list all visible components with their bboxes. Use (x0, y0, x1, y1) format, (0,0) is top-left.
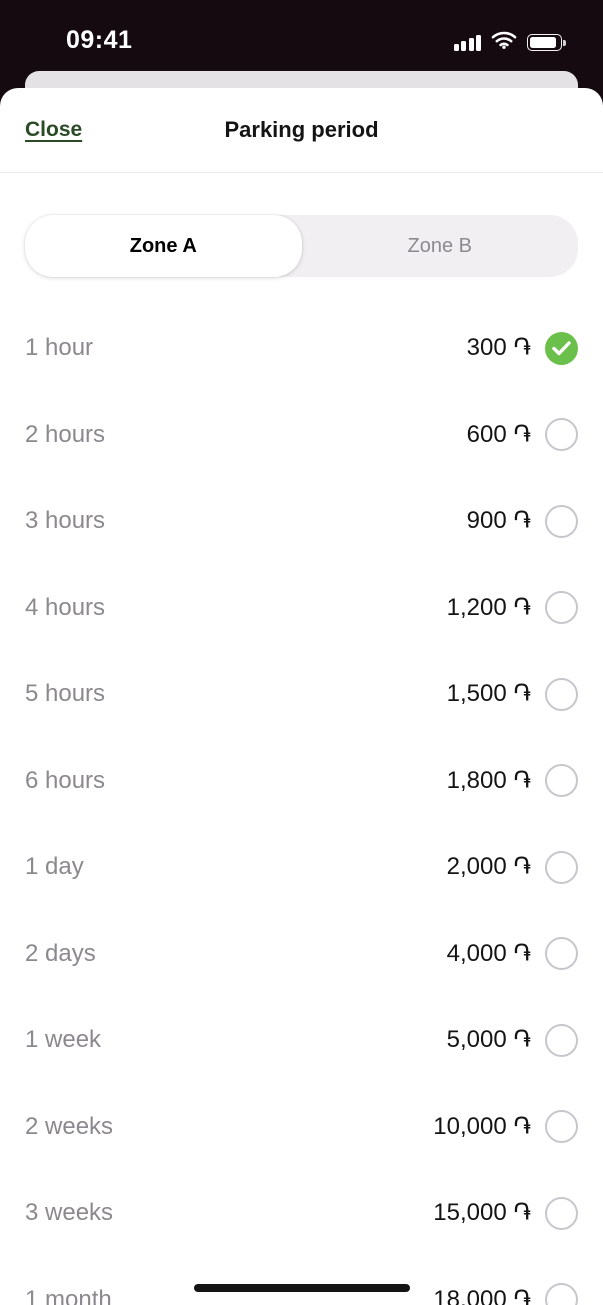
radio-icon[interactable] (545, 764, 578, 798)
period-price: 5,000 ֏ (446, 1026, 531, 1054)
period-price: 1,200 ֏ (446, 593, 531, 621)
period-row[interactable]: 2 days 4,000 ֏ (0, 911, 603, 998)
radio-icon[interactable] (545, 937, 578, 971)
period-row[interactable]: 4 hours 1,200 ֏ (0, 565, 603, 652)
radio-icon[interactable] (545, 1196, 578, 1230)
period-row[interactable]: 1 day 2,000 ֏ (0, 824, 603, 911)
period-row[interactable]: 1 hour 300 ֏ (0, 305, 603, 392)
period-label: 2 weeks (25, 1112, 114, 1140)
period-label: 1 hour (25, 334, 94, 362)
status-bar: 09:41 (0, 0, 603, 88)
period-row[interactable]: 2 hours 600 ֏ (0, 392, 603, 479)
tab-zone-a[interactable]: Zone A (25, 215, 302, 277)
radio-icon[interactable] (545, 677, 578, 711)
period-price: 18,000 ֏ (433, 1285, 531, 1305)
period-label: 3 hours (25, 507, 106, 535)
period-label: 1 month (25, 1285, 112, 1305)
zone-segmented-control: Zone A Zone B (25, 215, 578, 277)
period-row[interactable]: 6 hours 1,800 ֏ (0, 738, 603, 825)
period-row[interactable]: 2 weeks 10,000 ֏ (0, 1084, 603, 1171)
home-indicator[interactable] (193, 1284, 410, 1292)
parking-period-sheet: Close Parking period Zone A Zone B 1 hou… (0, 88, 603, 1305)
period-price: 10,000 ֏ (433, 1112, 531, 1140)
period-label: 2 days (25, 939, 96, 967)
page-title: Parking period (224, 117, 379, 142)
period-label: 1 week (25, 1026, 102, 1054)
period-label: 1 day (25, 853, 84, 881)
sheet-header: Close Parking period (0, 88, 603, 173)
period-row[interactable]: 3 weeks 15,000 ֏ (0, 1170, 603, 1257)
period-price: 300 ֏ (466, 334, 531, 362)
close-button[interactable]: Close (25, 118, 83, 141)
period-label: 6 hours (25, 766, 106, 794)
period-price: 1,800 ֏ (446, 766, 531, 794)
period-price: 1,500 ֏ (446, 680, 531, 708)
period-price: 15,000 ֏ (433, 1199, 531, 1227)
status-icons (453, 31, 568, 54)
period-label: 3 weeks (25, 1199, 114, 1227)
period-list: 1 hour 300 ֏ 2 hours 600 ֏ 3 hours 900 ֏… (0, 305, 603, 1305)
period-label: 4 hours (25, 593, 106, 621)
wifi-icon (491, 31, 517, 54)
radio-icon[interactable] (545, 418, 578, 452)
period-price: 600 ֏ (466, 420, 531, 448)
radio-icon[interactable] (545, 1023, 578, 1057)
battery-icon (527, 34, 567, 51)
status-time: 09:41 (66, 26, 133, 54)
radio-selected-check-icon[interactable] (545, 331, 578, 365)
cellular-signal-icon (453, 34, 481, 51)
period-label: 2 hours (25, 420, 106, 448)
period-price: 4,000 ֏ (446, 939, 531, 967)
period-label: 5 hours (25, 680, 106, 708)
period-row[interactable]: 5 hours 1,500 ֏ (0, 651, 603, 738)
period-price: 2,000 ֏ (446, 853, 531, 881)
tab-zone-b[interactable]: Zone B (302, 215, 579, 277)
period-row[interactable]: 1 month 18,000 ֏ (0, 1257, 603, 1305)
period-row[interactable]: 1 week 5,000 ֏ (0, 997, 603, 1084)
period-row[interactable]: 3 hours 900 ֏ (0, 478, 603, 565)
radio-icon[interactable] (545, 591, 578, 625)
radio-icon[interactable] (545, 1283, 578, 1305)
period-price: 900 ֏ (466, 507, 531, 535)
radio-icon[interactable] (545, 504, 578, 538)
radio-icon[interactable] (545, 850, 578, 884)
radio-icon[interactable] (545, 1110, 578, 1144)
